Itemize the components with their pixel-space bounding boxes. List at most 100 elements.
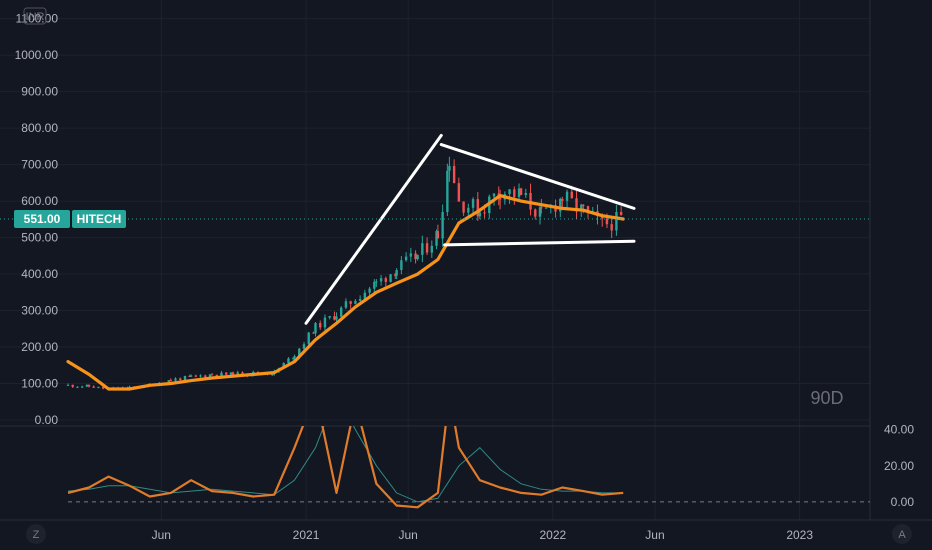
candle-body: [524, 192, 528, 195]
zoom-left-label: Z: [33, 529, 40, 541]
candle-body: [220, 372, 223, 377]
candle-body: [538, 207, 542, 217]
auto-scale-button[interactable]: A: [892, 524, 912, 544]
candle-body: [194, 375, 198, 377]
x-tick-label: Jun: [645, 528, 664, 542]
candle-body: [452, 165, 456, 184]
y-tick-label: 0.00: [35, 413, 59, 427]
candle-body: [282, 363, 285, 369]
candle-body: [81, 386, 84, 388]
candle-body: [179, 378, 182, 380]
indicator-axis: 40.00 20.00 0.00: [884, 423, 914, 509]
candle-body: [580, 204, 583, 212]
candle-body: [174, 378, 177, 381]
candle-body: [76, 386, 79, 388]
x-tick-label: 2021: [293, 528, 320, 542]
y-tick-label: 300.00: [21, 304, 58, 318]
candle-body: [619, 212, 623, 215]
candle-body: [293, 356, 296, 358]
candle-body: [492, 193, 496, 197]
y-tick-label: 200.00: [21, 340, 58, 354]
candle-body: [414, 253, 417, 260]
candle-body: [208, 374, 212, 377]
candle-body: [204, 375, 207, 377]
x-axis: Jun 2021 Jun 2022 Jun 2023: [152, 528, 814, 542]
moving-average-line: [66, 194, 625, 391]
candle-body: [169, 380, 172, 382]
candle-body: [323, 317, 327, 328]
y-tick-label: 1100.00: [16, 12, 59, 26]
candle-body: [436, 231, 440, 239]
pane-divider: [0, 0, 932, 521]
candle-body: [409, 253, 413, 257]
y-tick-label: 600.00: [21, 194, 58, 208]
candle-body: [430, 245, 434, 253]
candle-body: [319, 323, 322, 328]
candle-body: [540, 207, 543, 209]
candle-body: [425, 243, 429, 253]
candle-body: [231, 372, 235, 377]
candle-body: [188, 375, 191, 377]
candle-body: [534, 209, 537, 217]
candle-body: [379, 278, 383, 282]
candle-body: [339, 307, 343, 317]
candle-body: [457, 183, 461, 202]
x-tick-label: Jun: [398, 528, 417, 542]
trendline: [439, 143, 636, 210]
candle-body: [483, 212, 486, 214]
candle-body: [167, 380, 170, 384]
candle-body: [287, 358, 290, 364]
y-tick-label: 500.00: [21, 231, 58, 245]
x-tick-label: Jun: [152, 528, 171, 542]
zoom-left-button[interactable]: Z: [26, 524, 46, 544]
candle-body: [335, 316, 338, 320]
y-tick-label: 700.00: [21, 158, 58, 172]
candle-body: [462, 201, 465, 213]
candle-body: [467, 207, 470, 213]
candle-body: [333, 316, 336, 320]
candle-body: [349, 301, 352, 304]
y-tick-label: 800.00: [21, 121, 58, 135]
candle-body: [517, 188, 521, 198]
candle-body: [189, 375, 193, 377]
candle-body: [394, 274, 397, 276]
candle-body: [229, 372, 233, 375]
candle-body: [471, 199, 475, 208]
candle-body: [561, 198, 564, 201]
candle-body: [373, 281, 376, 289]
candle-body: [302, 344, 306, 349]
candle-body: [363, 292, 367, 299]
candle-body: [328, 316, 331, 318]
candle-body: [508, 189, 511, 195]
candle-body: [97, 386, 100, 388]
trendline: [304, 133, 443, 325]
candle-body: [615, 212, 618, 231]
candle-body: [404, 256, 408, 261]
trendline: [443, 239, 636, 247]
currency-badge[interactable]: INR: [23, 7, 47, 25]
candle-body: [446, 170, 449, 213]
indicator-main-line: [68, 426, 624, 509]
candle-body: [395, 269, 398, 276]
candle-body: [519, 188, 523, 195]
y-tick-label: 1000.00: [15, 48, 59, 62]
candle-body: [384, 278, 388, 282]
candle-body: [344, 301, 348, 308]
last-price-value: 551.00: [24, 212, 61, 226]
y-tick-label: 400.00: [21, 267, 58, 281]
candle-body: [368, 288, 371, 293]
candle-body: [575, 198, 578, 212]
candle-body: [513, 189, 516, 198]
candle-body: [215, 374, 218, 377]
trendlines[interactable]: [304, 133, 636, 325]
candle-body: [101, 386, 105, 389]
grid: [0, 0, 870, 520]
candle-body: [610, 224, 613, 231]
candle-body: [498, 196, 502, 200]
candle-body: [298, 348, 301, 357]
candle-body: [375, 281, 378, 283]
candle-body: [570, 191, 573, 199]
candle-body: [421, 243, 424, 255]
candle-body: [314, 323, 317, 334]
